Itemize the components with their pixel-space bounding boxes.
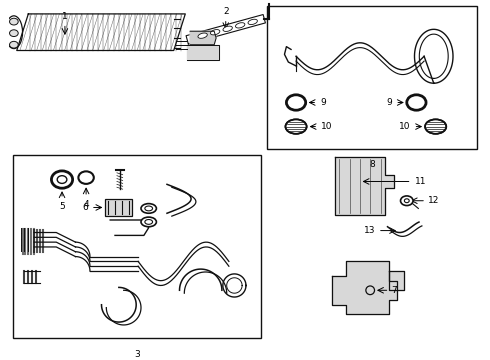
Text: 8: 8 (369, 160, 375, 169)
Ellipse shape (9, 30, 18, 36)
Ellipse shape (9, 18, 18, 25)
Bar (13, 156, 261, 338)
Text: 9: 9 (387, 98, 392, 107)
Text: 12: 12 (428, 196, 440, 205)
Text: 2: 2 (223, 7, 228, 16)
Ellipse shape (9, 41, 18, 48)
Text: 6: 6 (82, 203, 88, 212)
Text: 4: 4 (83, 200, 89, 209)
Polygon shape (187, 45, 219, 60)
Text: 10: 10 (321, 122, 333, 131)
Ellipse shape (248, 19, 257, 24)
Polygon shape (17, 14, 185, 50)
Ellipse shape (141, 217, 156, 227)
Ellipse shape (141, 204, 156, 213)
Text: 5: 5 (59, 202, 65, 211)
Polygon shape (186, 14, 266, 44)
Ellipse shape (211, 30, 220, 35)
Polygon shape (190, 31, 216, 45)
Ellipse shape (198, 33, 207, 38)
Bar (105, 199, 132, 216)
Ellipse shape (236, 23, 245, 28)
Polygon shape (390, 271, 404, 290)
Polygon shape (335, 157, 394, 215)
Ellipse shape (425, 120, 446, 134)
Bar (267, 6, 477, 149)
Ellipse shape (286, 120, 307, 134)
Text: 13: 13 (364, 226, 375, 235)
Text: 11: 11 (415, 177, 426, 186)
Text: 3: 3 (134, 350, 140, 359)
Ellipse shape (400, 196, 413, 206)
Polygon shape (332, 261, 397, 314)
Text: 7: 7 (392, 286, 397, 295)
Text: 10: 10 (399, 122, 411, 131)
Text: 9: 9 (320, 98, 326, 107)
Ellipse shape (223, 26, 232, 31)
Text: 1: 1 (62, 12, 68, 21)
